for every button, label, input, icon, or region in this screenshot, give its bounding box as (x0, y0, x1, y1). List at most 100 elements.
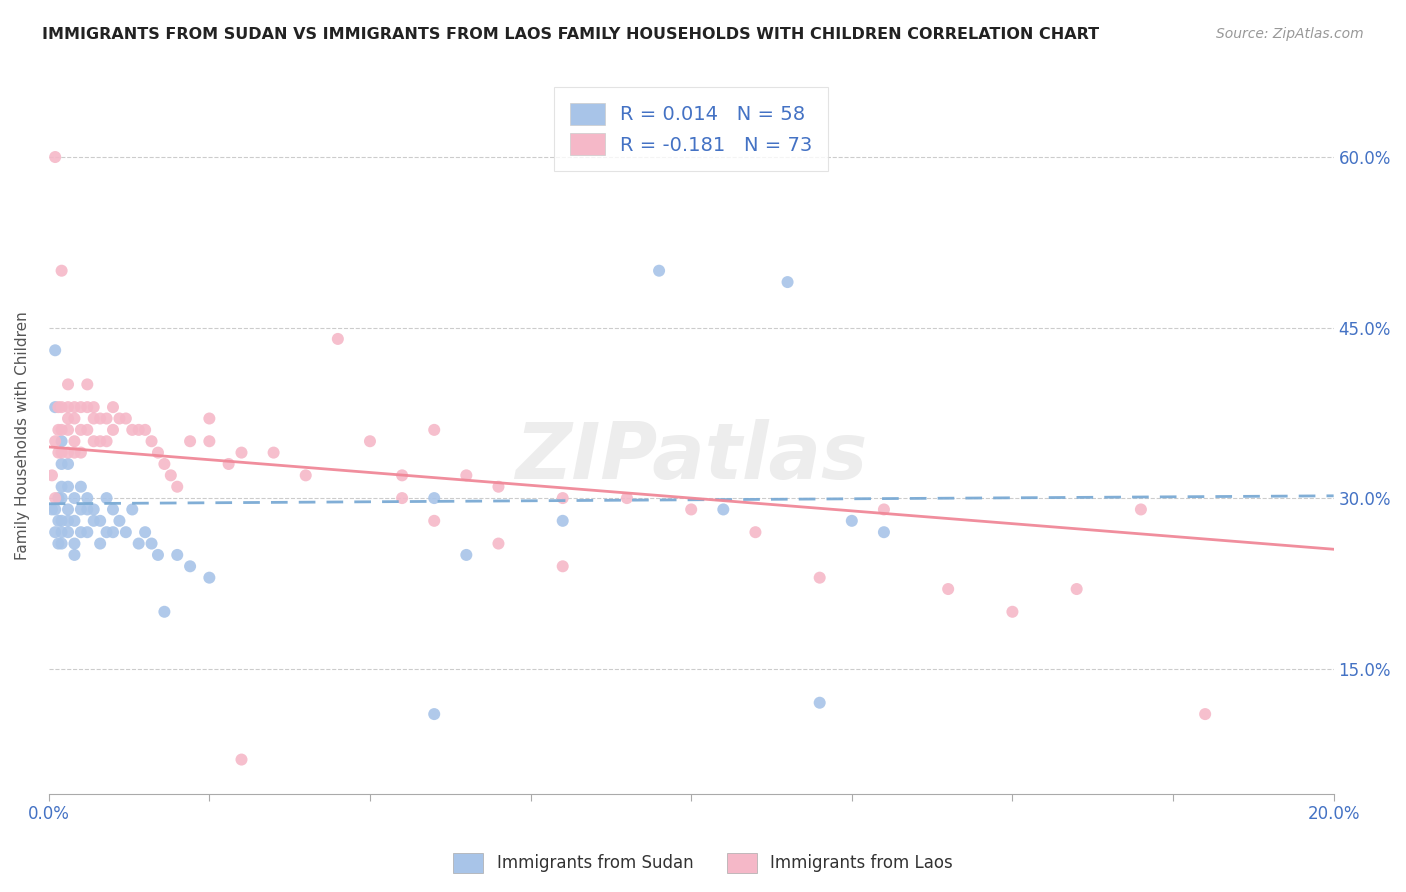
Point (56, 502, 79, 516)
Point (63, 536, 86, 550)
Point (648, 263, 671, 277)
Point (51, 525, 73, 540)
Point (1129, 502, 1152, 516)
Point (76, 502, 98, 516)
Point (51, 480, 73, 494)
Point (51, 445, 73, 459)
Point (141, 536, 163, 550)
Point (121, 423, 143, 437)
Point (326, 332, 349, 346)
Point (70, 445, 93, 459)
Point (179, 434, 201, 449)
Point (423, 423, 446, 437)
Point (63, 548, 86, 562)
Point (96, 525, 118, 540)
Point (83, 502, 105, 516)
Point (56, 411, 79, 425)
Point (873, 502, 896, 516)
Point (96, 411, 118, 425)
Point (101, 502, 124, 516)
Point (159, 468, 181, 483)
Point (128, 536, 150, 550)
Point (70, 480, 93, 494)
Point (423, 491, 446, 505)
Point (711, 502, 734, 516)
Point (101, 400, 124, 414)
Point (108, 411, 131, 425)
Point (63, 445, 86, 459)
Point (108, 514, 131, 528)
Point (776, 275, 799, 289)
Point (141, 434, 163, 449)
Point (56, 525, 79, 540)
Point (423, 514, 446, 528)
Point (166, 480, 188, 494)
Point (166, 548, 188, 562)
Point (115, 525, 138, 540)
Point (83, 411, 105, 425)
Point (551, 491, 574, 505)
Point (128, 423, 150, 437)
Text: IMMIGRANTS FROM SUDAN VS IMMIGRANTS FROM LAOS FAMILY HOUSEHOLDS WITH CHILDREN CO: IMMIGRANTS FROM SUDAN VS IMMIGRANTS FROM… (42, 27, 1099, 42)
Point (423, 707, 446, 722)
Point (391, 468, 413, 483)
Point (96, 434, 118, 449)
Point (89, 536, 111, 550)
Point (83, 400, 105, 414)
Point (76, 525, 98, 540)
Legend: R = 0.014   N = 58, R = -0.181   N = 73: R = 0.014 N = 58, R = -0.181 N = 73 (554, 87, 828, 171)
Point (1066, 582, 1088, 596)
Point (48, 445, 70, 459)
Point (115, 411, 138, 425)
Point (48, 423, 70, 437)
Point (551, 559, 574, 574)
Point (51, 263, 73, 277)
Point (153, 457, 176, 471)
Point (101, 423, 124, 437)
Point (76, 377, 98, 392)
Point (89, 434, 111, 449)
Point (76, 400, 98, 414)
Y-axis label: Family Households with Children: Family Households with Children (15, 311, 30, 560)
Point (56, 480, 79, 494)
Point (198, 434, 221, 449)
Point (63, 514, 86, 528)
Point (44, 343, 66, 358)
Point (51, 400, 73, 414)
Point (231, 753, 253, 767)
Point (146, 445, 169, 459)
Point (56, 457, 79, 471)
Point (44, 400, 66, 414)
Point (488, 536, 510, 550)
Point (294, 468, 316, 483)
Point (51, 457, 73, 471)
Point (146, 548, 169, 562)
Point (70, 423, 93, 437)
Point (391, 491, 413, 505)
Point (616, 491, 638, 505)
Point (1194, 707, 1216, 722)
Point (198, 571, 221, 585)
Point (44, 525, 66, 540)
Point (56, 445, 79, 459)
Point (63, 434, 86, 449)
Point (841, 514, 863, 528)
Point (456, 548, 478, 562)
Point (56, 377, 79, 392)
Point (808, 696, 831, 710)
Point (456, 468, 478, 483)
Point (63, 491, 86, 505)
Point (51, 423, 73, 437)
Point (1001, 605, 1024, 619)
Point (44, 434, 66, 449)
Point (56, 423, 79, 437)
Point (551, 514, 574, 528)
Point (44, 150, 66, 164)
Point (70, 525, 93, 540)
Point (51, 434, 73, 449)
Point (359, 434, 381, 449)
Point (44, 502, 66, 516)
Point (96, 491, 118, 505)
Point (44, 491, 66, 505)
Point (48, 400, 70, 414)
